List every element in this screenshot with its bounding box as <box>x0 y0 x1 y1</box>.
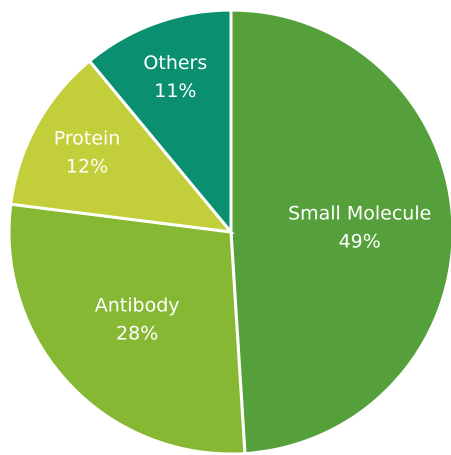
slice-label: Others <box>143 52 207 74</box>
slice-value-label: 11% <box>154 80 196 102</box>
pie-slice <box>9 58 235 234</box>
slice-label: Protein <box>54 127 121 149</box>
pie-slice <box>87 8 233 237</box>
slice-label: Small Molecule <box>288 202 431 224</box>
pie-slice <box>229 8 451 455</box>
slice-value-label: 49% <box>339 230 381 252</box>
pie-slice <box>7 202 247 455</box>
slice-label: Antibody <box>95 295 180 317</box>
slice-value-label: 28% <box>116 323 158 345</box>
slice-value-label: 12% <box>66 155 108 177</box>
